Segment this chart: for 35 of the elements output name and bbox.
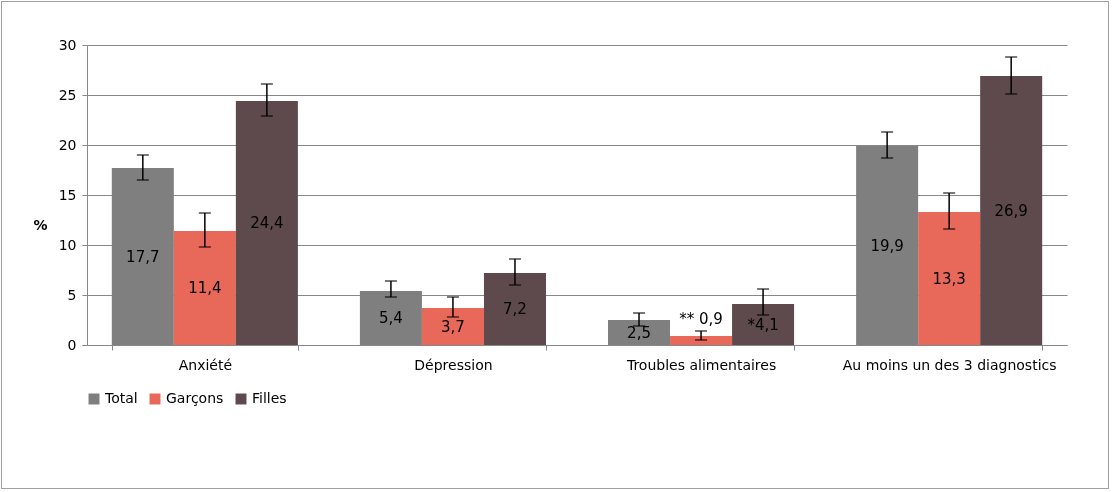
data-label: 2,5 (627, 323, 651, 342)
bar (918, 212, 981, 345)
data-label: 3,7 (441, 317, 465, 336)
bar (173, 231, 236, 345)
data-label: 19,9 (870, 236, 904, 255)
data-label: 13,3 (932, 269, 966, 288)
y-tick-label: 20 (58, 136, 77, 153)
data-label: 7,2 (503, 300, 527, 318)
bar (670, 336, 733, 345)
data-label: 26,9 (994, 201, 1028, 220)
x-tick-label: Anxiété (178, 356, 233, 373)
data-label: *4,1 (747, 315, 779, 334)
y-tick-label: 5 (67, 286, 77, 303)
x-tick-label: Dépression (414, 356, 493, 373)
y-tick-label: 0 (67, 336, 77, 353)
bar (235, 101, 298, 345)
legend-label: Total (104, 390, 138, 406)
data-label: 24,4 (250, 214, 284, 232)
y-tick-label: 25 (58, 86, 77, 103)
data-label: 5,4 (378, 309, 403, 327)
y-axis-title: % (33, 216, 48, 233)
bar (980, 76, 1043, 345)
data-label: 17,7 (126, 247, 160, 266)
bar (483, 273, 546, 345)
y-tick-label: 15 (58, 186, 77, 203)
data-label: 11,4 (188, 279, 222, 297)
x-tick-label: Au moins un des 3 diagnostics (842, 356, 1057, 373)
data-label: ** 0,9 (679, 310, 723, 328)
y-tick-label: 30 (58, 36, 77, 53)
bar (421, 308, 484, 345)
legend-label: Garçons (166, 390, 224, 406)
legend-label: Filles (252, 390, 287, 406)
y-tick-label: 10 (58, 236, 77, 253)
bar (732, 304, 795, 345)
x-tick-label: Troubles alimentaires (625, 356, 777, 373)
